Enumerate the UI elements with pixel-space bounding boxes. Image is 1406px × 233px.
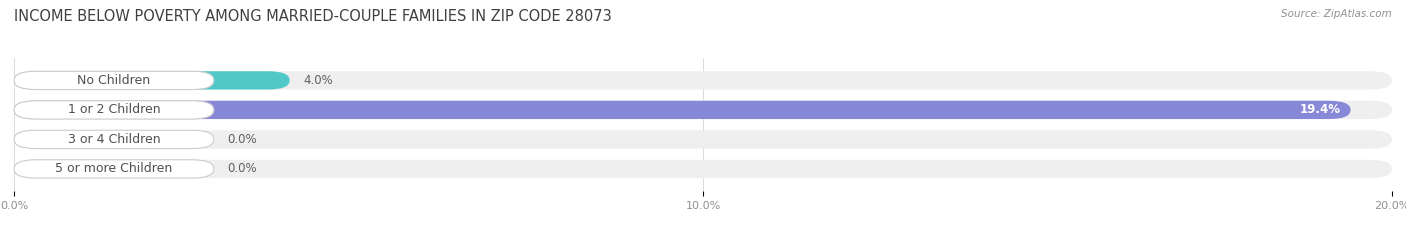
Text: 4.0%: 4.0% (304, 74, 333, 87)
Text: 5 or more Children: 5 or more Children (55, 162, 173, 175)
FancyBboxPatch shape (14, 130, 214, 149)
FancyBboxPatch shape (14, 160, 1392, 178)
Text: Source: ZipAtlas.com: Source: ZipAtlas.com (1281, 9, 1392, 19)
Text: 19.4%: 19.4% (1299, 103, 1340, 116)
FancyBboxPatch shape (14, 71, 214, 89)
FancyBboxPatch shape (14, 101, 1392, 119)
FancyBboxPatch shape (14, 101, 1351, 119)
FancyBboxPatch shape (14, 71, 290, 89)
Text: 1 or 2 Children: 1 or 2 Children (67, 103, 160, 116)
FancyBboxPatch shape (14, 130, 1392, 149)
FancyBboxPatch shape (14, 71, 1392, 89)
Text: INCOME BELOW POVERTY AMONG MARRIED-COUPLE FAMILIES IN ZIP CODE 28073: INCOME BELOW POVERTY AMONG MARRIED-COUPL… (14, 9, 612, 24)
Text: 0.0%: 0.0% (228, 162, 257, 175)
Text: No Children: No Children (77, 74, 150, 87)
Text: 0.0%: 0.0% (228, 133, 257, 146)
FancyBboxPatch shape (14, 101, 214, 119)
FancyBboxPatch shape (14, 160, 214, 178)
Text: 3 or 4 Children: 3 or 4 Children (67, 133, 160, 146)
